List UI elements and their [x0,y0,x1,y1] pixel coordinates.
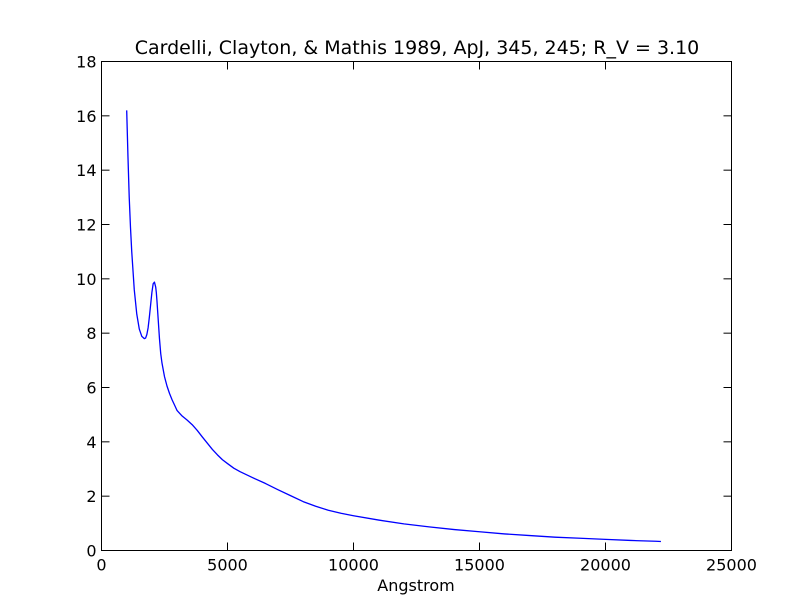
plot-frame [101,61,732,551]
x-tick-label: 25000 [706,556,757,575]
chart-title: Cardelli, Clayton, & Mathis 1989, ApJ, 3… [135,37,700,59]
y-tick-label: 6 [86,379,96,398]
x-tick-label: 15000 [454,556,505,575]
y-axis-ticks: 0 2 4 6 8 10 12 14 16 18 [76,53,732,561]
y-tick-label: 0 [86,542,96,561]
x-tick-label: 20000 [580,556,631,575]
x-axis-label: Angstrom [377,576,454,595]
y-tick-label: 12 [76,216,96,235]
x-tick-label: 10000 [328,556,379,575]
y-tick-label: 4 [86,433,96,452]
y-tick-label: 16 [76,107,96,126]
y-tick-label: 2 [86,487,96,506]
x-tick-label: 0 [96,556,106,575]
y-tick-label: 10 [76,270,96,289]
y-tick-label: 8 [86,324,96,343]
y-tick-label: 14 [76,161,96,180]
x-tick-label: 5000 [207,556,248,575]
series-line [126,110,661,543]
x-axis-ticks: 0 5000 10000 15000 20000 25000 [96,61,757,575]
y-tick-label: 18 [76,53,96,72]
